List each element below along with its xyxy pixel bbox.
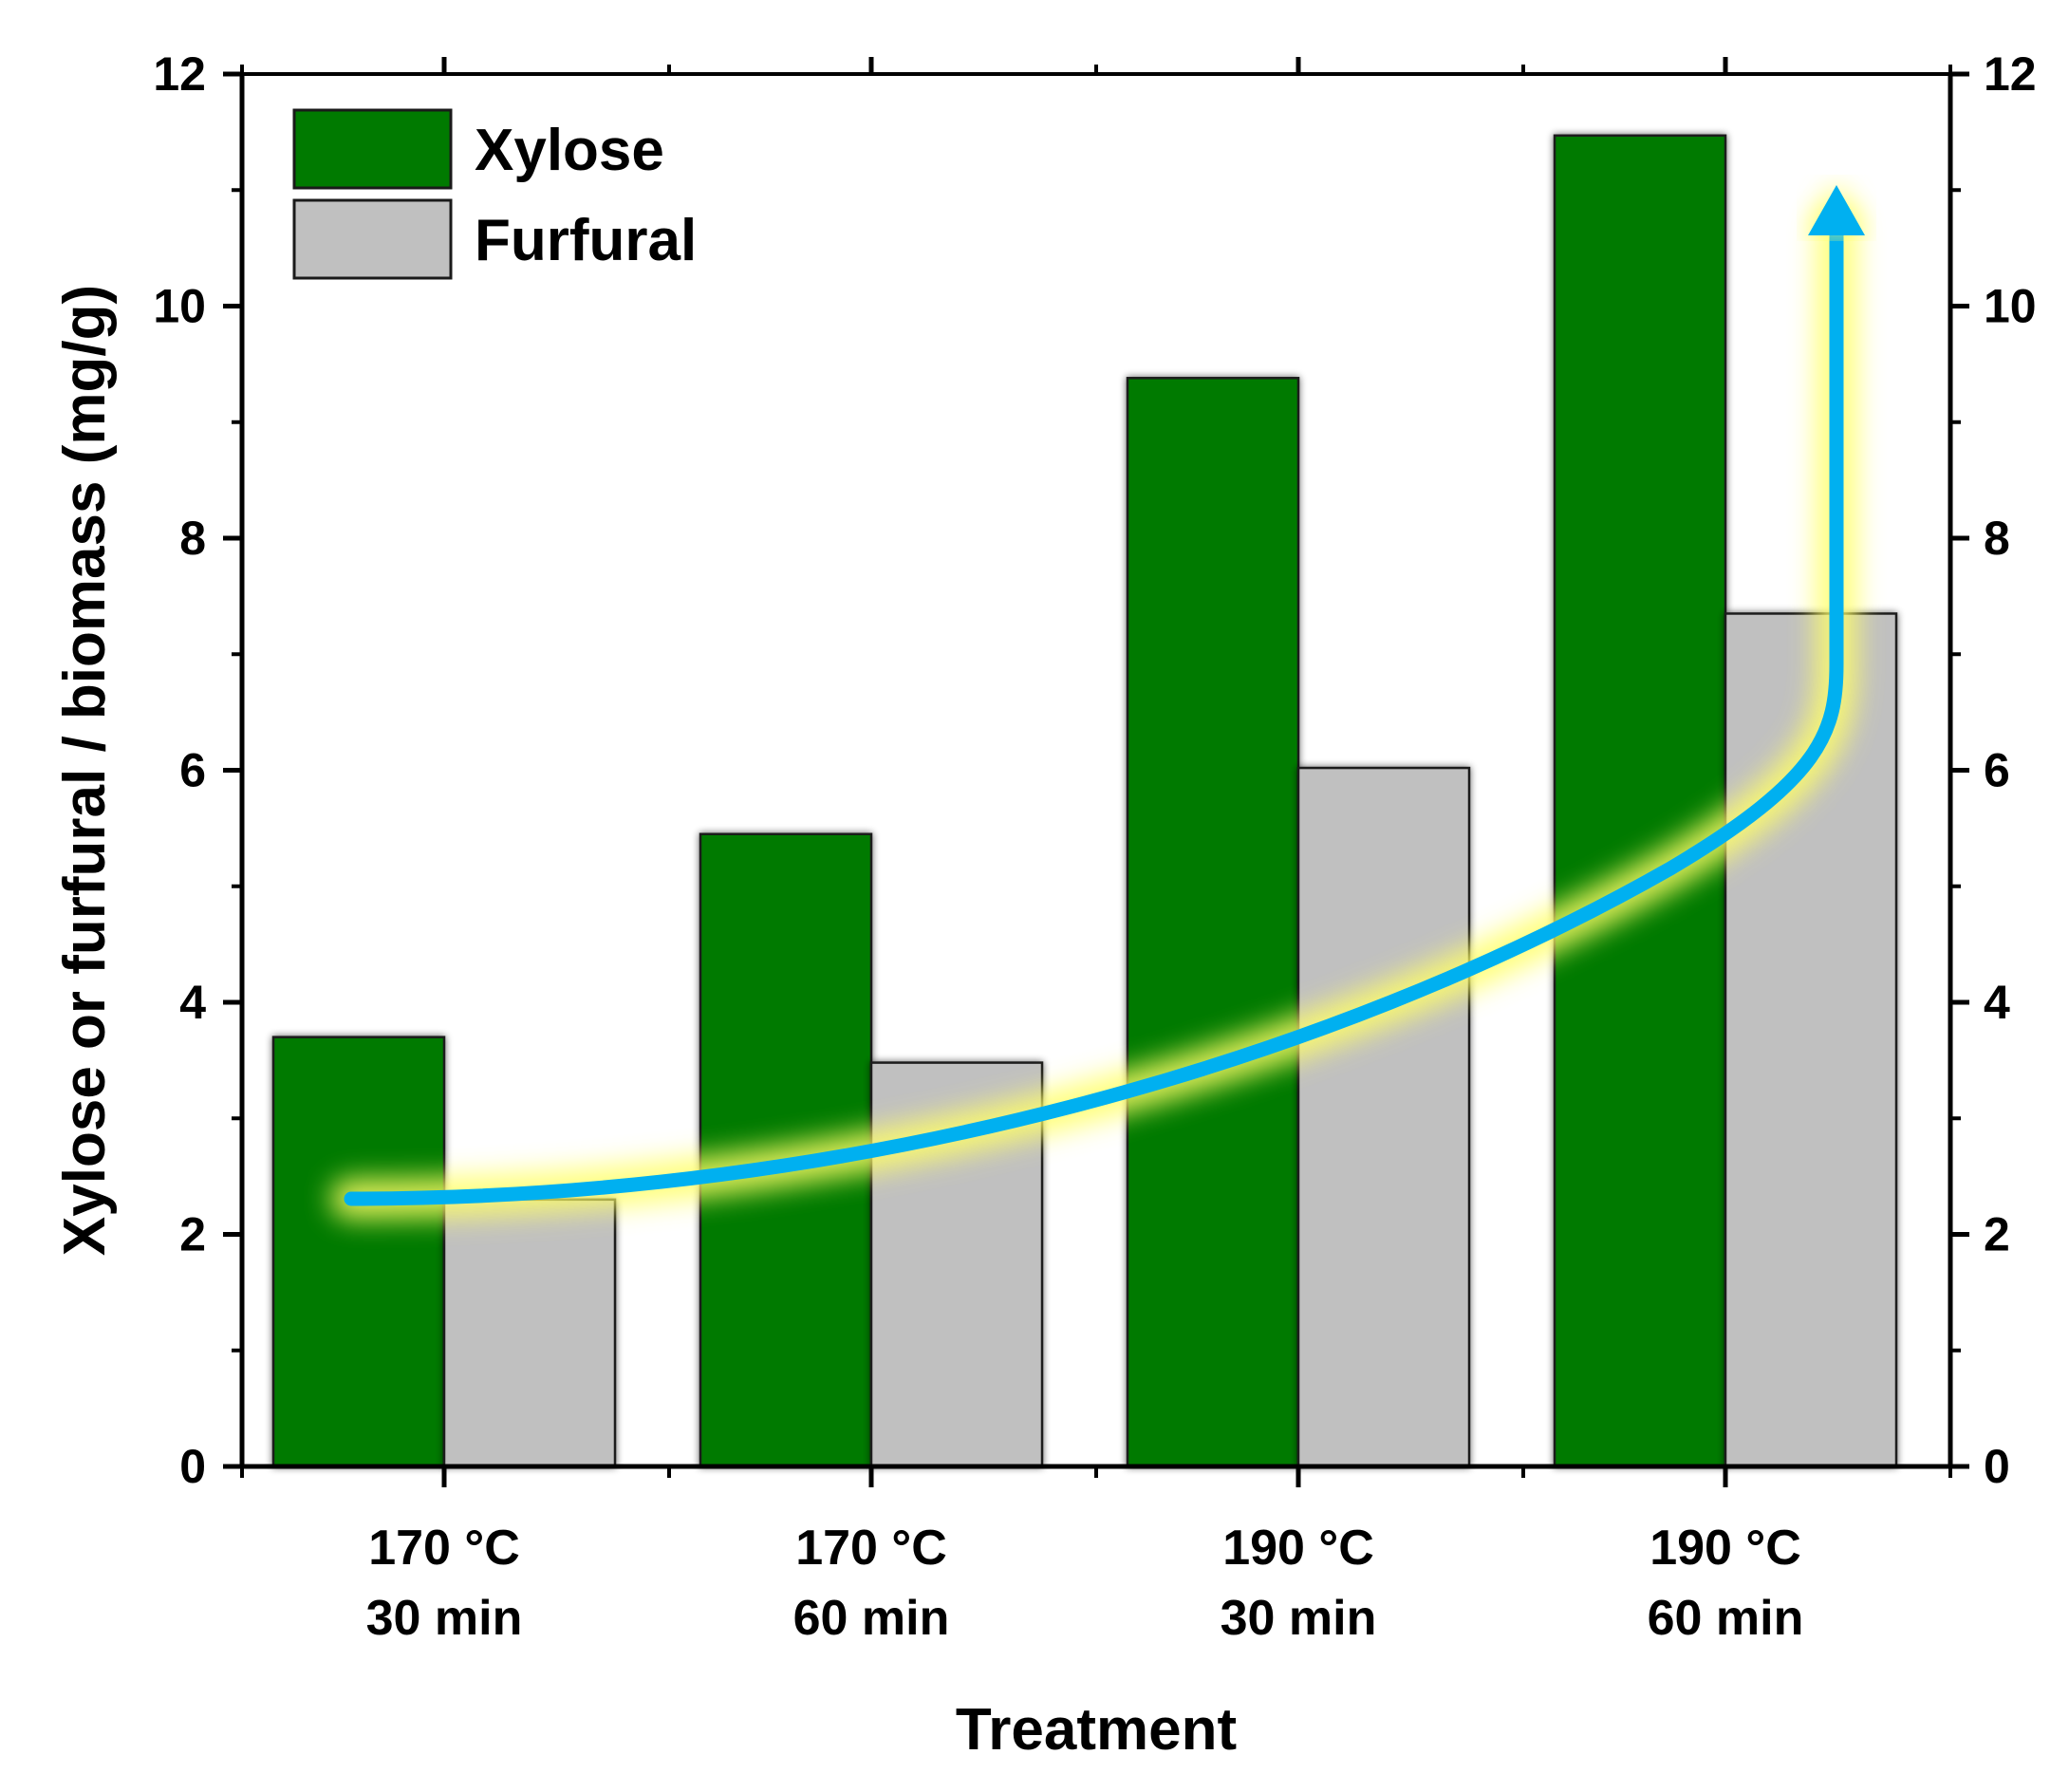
x-category-label: 190 °C (1222, 1521, 1374, 1576)
y-tick-label-left: 10 (153, 280, 206, 333)
y-tick-label-right: 10 (1984, 280, 2037, 333)
y-tick-label-right: 6 (1984, 744, 2010, 797)
axis-labels: 0 2 4 6 8 10 12 0 2 4 6 8 10 12 170 °C 30 min 170 °C 60 m… (52, 47, 2037, 1763)
x-axis-title: Treatment (956, 1697, 1237, 1763)
bar-xylose-3 (1126, 377, 1300, 1468)
y-tick-label-right: 0 (1984, 1440, 2010, 1493)
trend-arrow (330, 180, 1870, 1220)
trend-arrow-line (344, 218, 1844, 1206)
y-tick-label-left: 8 (179, 512, 206, 565)
y-tick-label-right: 8 (1984, 512, 2010, 565)
x-category-label: 190 °C (1650, 1521, 1801, 1576)
bar-xylose-4 (1553, 134, 1727, 1468)
axes-layer (223, 57, 1969, 1487)
x-category-label: 60 min (1648, 1591, 1804, 1646)
y-tick-label-left: 12 (153, 47, 206, 101)
y-tick-label-right: 2 (1984, 1208, 2010, 1261)
y-tick-label-left: 0 (179, 1440, 206, 1493)
bars-layer (271, 134, 1898, 1468)
y-tick-label-left: 2 (179, 1208, 206, 1261)
legend-swatch-xylose (292, 108, 453, 190)
trend-arrow-head (1808, 185, 1865, 235)
bar-furfural-1 (442, 1198, 617, 1468)
y-tick-label-right: 12 (1984, 47, 2037, 101)
legend-label-xylose: Xylose (475, 118, 664, 183)
x-category-label: 170 °C (368, 1521, 520, 1576)
y-axis-title: Xylose or furfural / biomass (mg/g) (52, 285, 118, 1256)
bar-xylose-1 (271, 1036, 446, 1468)
x-category-label: 170 °C (795, 1521, 947, 1576)
y-tick-label-right: 4 (1984, 976, 2010, 1029)
legend-label-furfural: Furfural (475, 208, 697, 273)
bar-furfural-3 (1296, 766, 1471, 1468)
x-category-label: 30 min (366, 1591, 523, 1646)
legend-swatch-furfural (292, 198, 453, 280)
x-category-label: 60 min (793, 1591, 950, 1646)
y-tick-label-left: 4 (179, 976, 206, 1029)
x-category-label: 30 min (1221, 1591, 1377, 1646)
y-tick-label-left: 6 (179, 744, 206, 797)
legend: Xylose Furfural (292, 108, 697, 280)
